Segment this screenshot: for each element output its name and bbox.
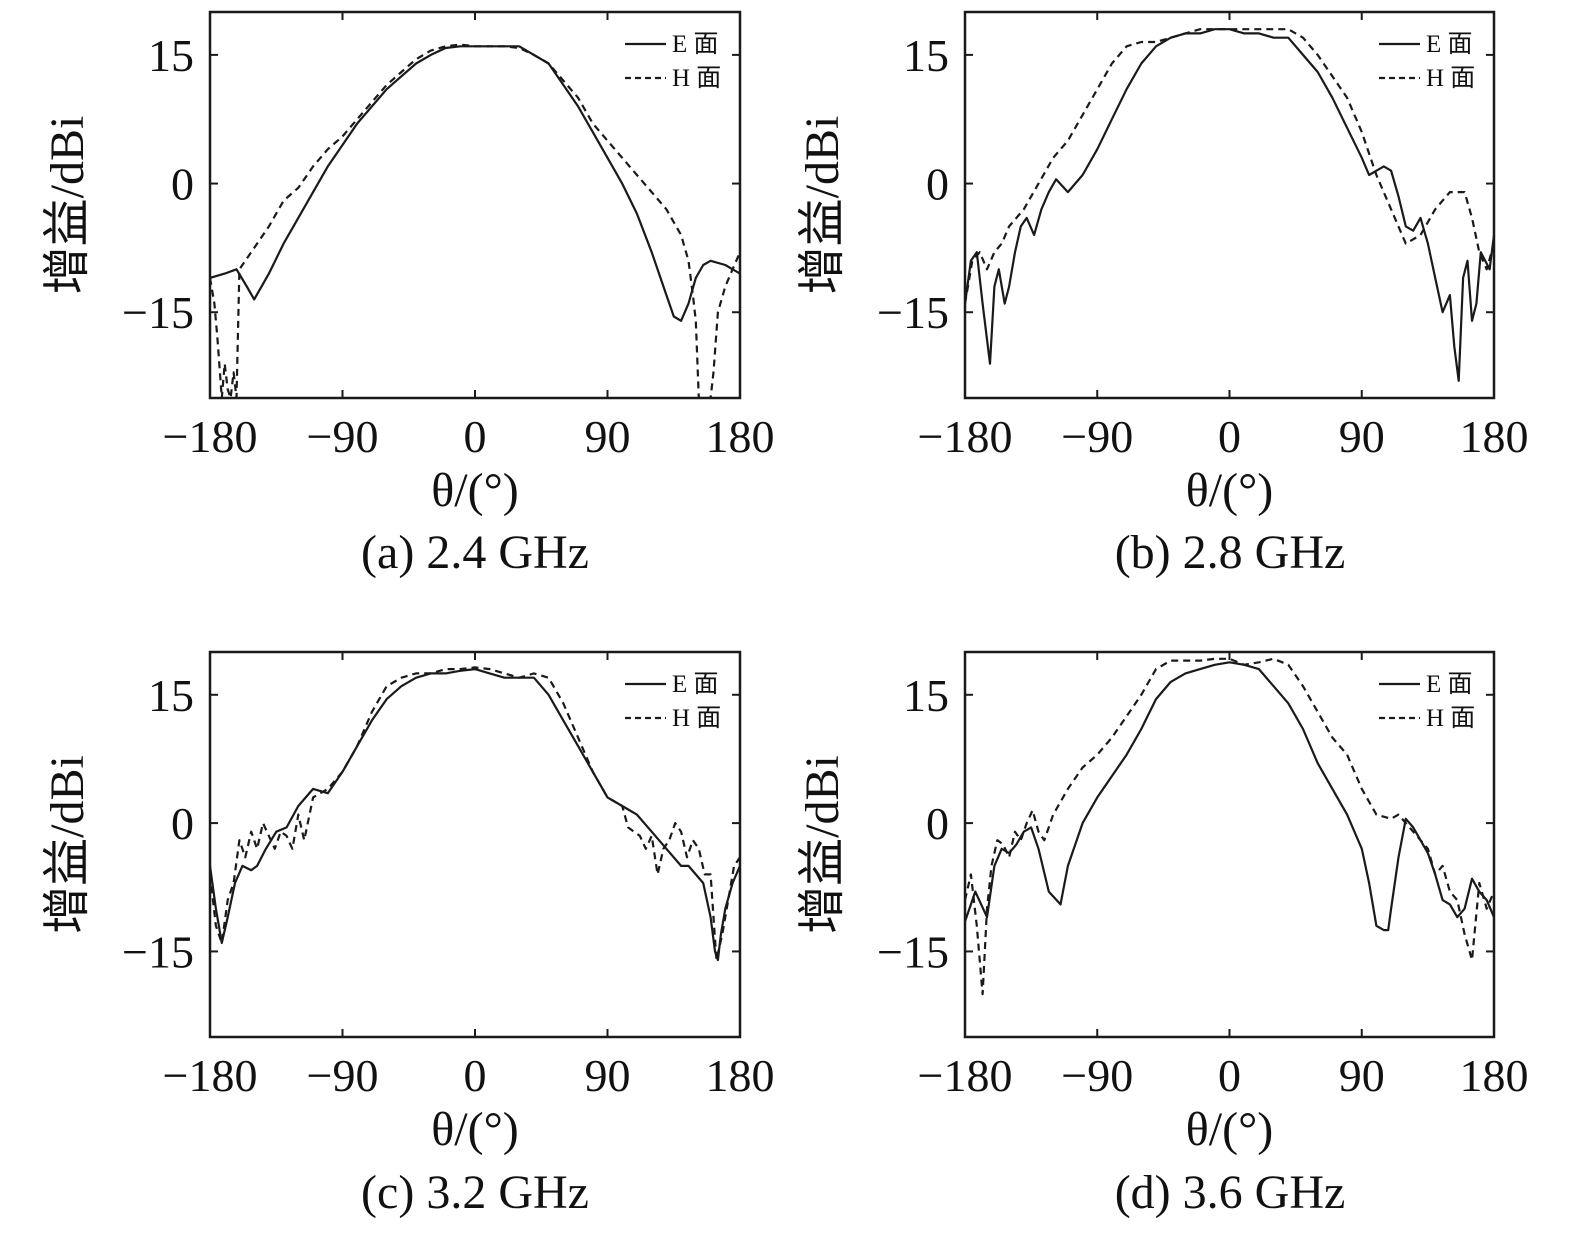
x-tick-label-c: 180 [706, 1050, 775, 1101]
x-tick-label-b: 0 [1218, 411, 1241, 462]
y-tick-label-c: −15 [122, 926, 194, 977]
x-axis-label-a: θ/(°) [431, 464, 519, 517]
x-tick-label-a: 90 [585, 411, 631, 462]
x-tick-label-b: 90 [1339, 411, 1385, 462]
y-tick-label-a: 15 [148, 30, 194, 81]
x-tick-label-b: 180 [1460, 411, 1529, 462]
panel-b: (b) 2.8 GHz −180 −90 0 90 180 15 0 −15 θ/(°) 增益/d… [796, 10, 1529, 579]
series-h-line-b [965, 28, 1494, 304]
legend-label-h-b: H 面 [1426, 65, 1475, 92]
y-tick-label-d: 0 [926, 798, 949, 849]
legend-label-h-c: H 面 [672, 705, 721, 732]
panel-d: (d) 3.6 GHz −180 −90 0 90 180 15 0 −15 θ/(°) 增益/d… [796, 650, 1529, 1219]
x-tick-label-a: −180 [163, 411, 258, 462]
series-h-line-a [210, 43, 740, 398]
y-tick-label-c: 15 [148, 670, 194, 721]
series-h-line-c [210, 666, 740, 962]
series-e-line-d [965, 661, 1494, 932]
x-tick-label-a: −90 [307, 411, 379, 462]
x-tick-label-a: 0 [464, 411, 487, 462]
x-tick-label-b: −90 [1061, 411, 1133, 462]
y-tick-label-d: −15 [877, 926, 949, 977]
y-tick-label-c: 0 [171, 798, 194, 849]
x-axis-label-d: θ/(°) [1186, 1103, 1274, 1156]
y-tick-label-b: 0 [926, 159, 949, 210]
panel-c: (c) 3.2 GHz −180 −90 0 90 180 15 0 −15 θ/(°) 增益/d… [41, 650, 775, 1219]
x-tick-label-c: 90 [585, 1050, 631, 1101]
legend-label-e-a: E 面 [672, 31, 719, 58]
series-e-line-a [210, 45, 740, 322]
caption-a: (a) 2.4 GHz [361, 526, 589, 579]
x-axis-label-c: θ/(°) [431, 1103, 519, 1156]
y-tick-label-d: 15 [903, 670, 949, 721]
caption-c: (c) 3.2 GHz [361, 1166, 589, 1219]
plot-frame-a [208, 10, 742, 400]
y-axis-label-a: 增益/dBi [41, 116, 94, 295]
x-tick-label-d: 0 [1218, 1050, 1241, 1101]
caption-b: (b) 2.8 GHz [1115, 526, 1346, 579]
caption-d: (d) 3.6 GHz [1115, 1166, 1346, 1219]
legend-label-e-c: E 面 [672, 671, 719, 698]
series-e-line-c [210, 668, 740, 962]
x-tick-label-b: −180 [918, 411, 1013, 462]
y-axis-label-c: 增益/dBi [41, 755, 94, 934]
y-axis-label-b: 增益/dBi [796, 116, 849, 295]
x-tick-label-d: 180 [1460, 1050, 1529, 1101]
y-tick-label-a: 0 [171, 159, 194, 210]
x-tick-label-d: 90 [1339, 1050, 1385, 1101]
x-tick-label-c: 0 [464, 1050, 487, 1101]
x-tick-label-c: −90 [307, 1050, 379, 1101]
series-h-line-d [965, 657, 1494, 996]
legend-label-e-b: E 面 [1426, 31, 1473, 58]
x-tick-label-c: −180 [163, 1050, 258, 1101]
plot-frame-d [963, 650, 1496, 1039]
x-tick-label-d: −180 [918, 1050, 1013, 1101]
legend-label-e-d: E 面 [1426, 671, 1473, 698]
y-tick-label-b: −15 [877, 287, 949, 338]
y-tick-label-a: −15 [122, 287, 194, 338]
panel-a: (a) 2.4 GHz −180 −90 0 90 180 15 0 −15 θ/(°) 增益/d… [41, 10, 775, 579]
series-e-line-b [965, 28, 1494, 382]
legend-label-h-d: H 面 [1426, 705, 1475, 732]
legend-label-h-a: H 面 [672, 65, 721, 92]
x-tick-label-a: 180 [706, 411, 775, 462]
y-axis-label-d: 增益/dBi [796, 755, 849, 934]
y-tick-label-b: 15 [903, 30, 949, 81]
x-axis-label-b: θ/(°) [1186, 464, 1274, 517]
x-tick-label-d: −90 [1061, 1050, 1133, 1101]
